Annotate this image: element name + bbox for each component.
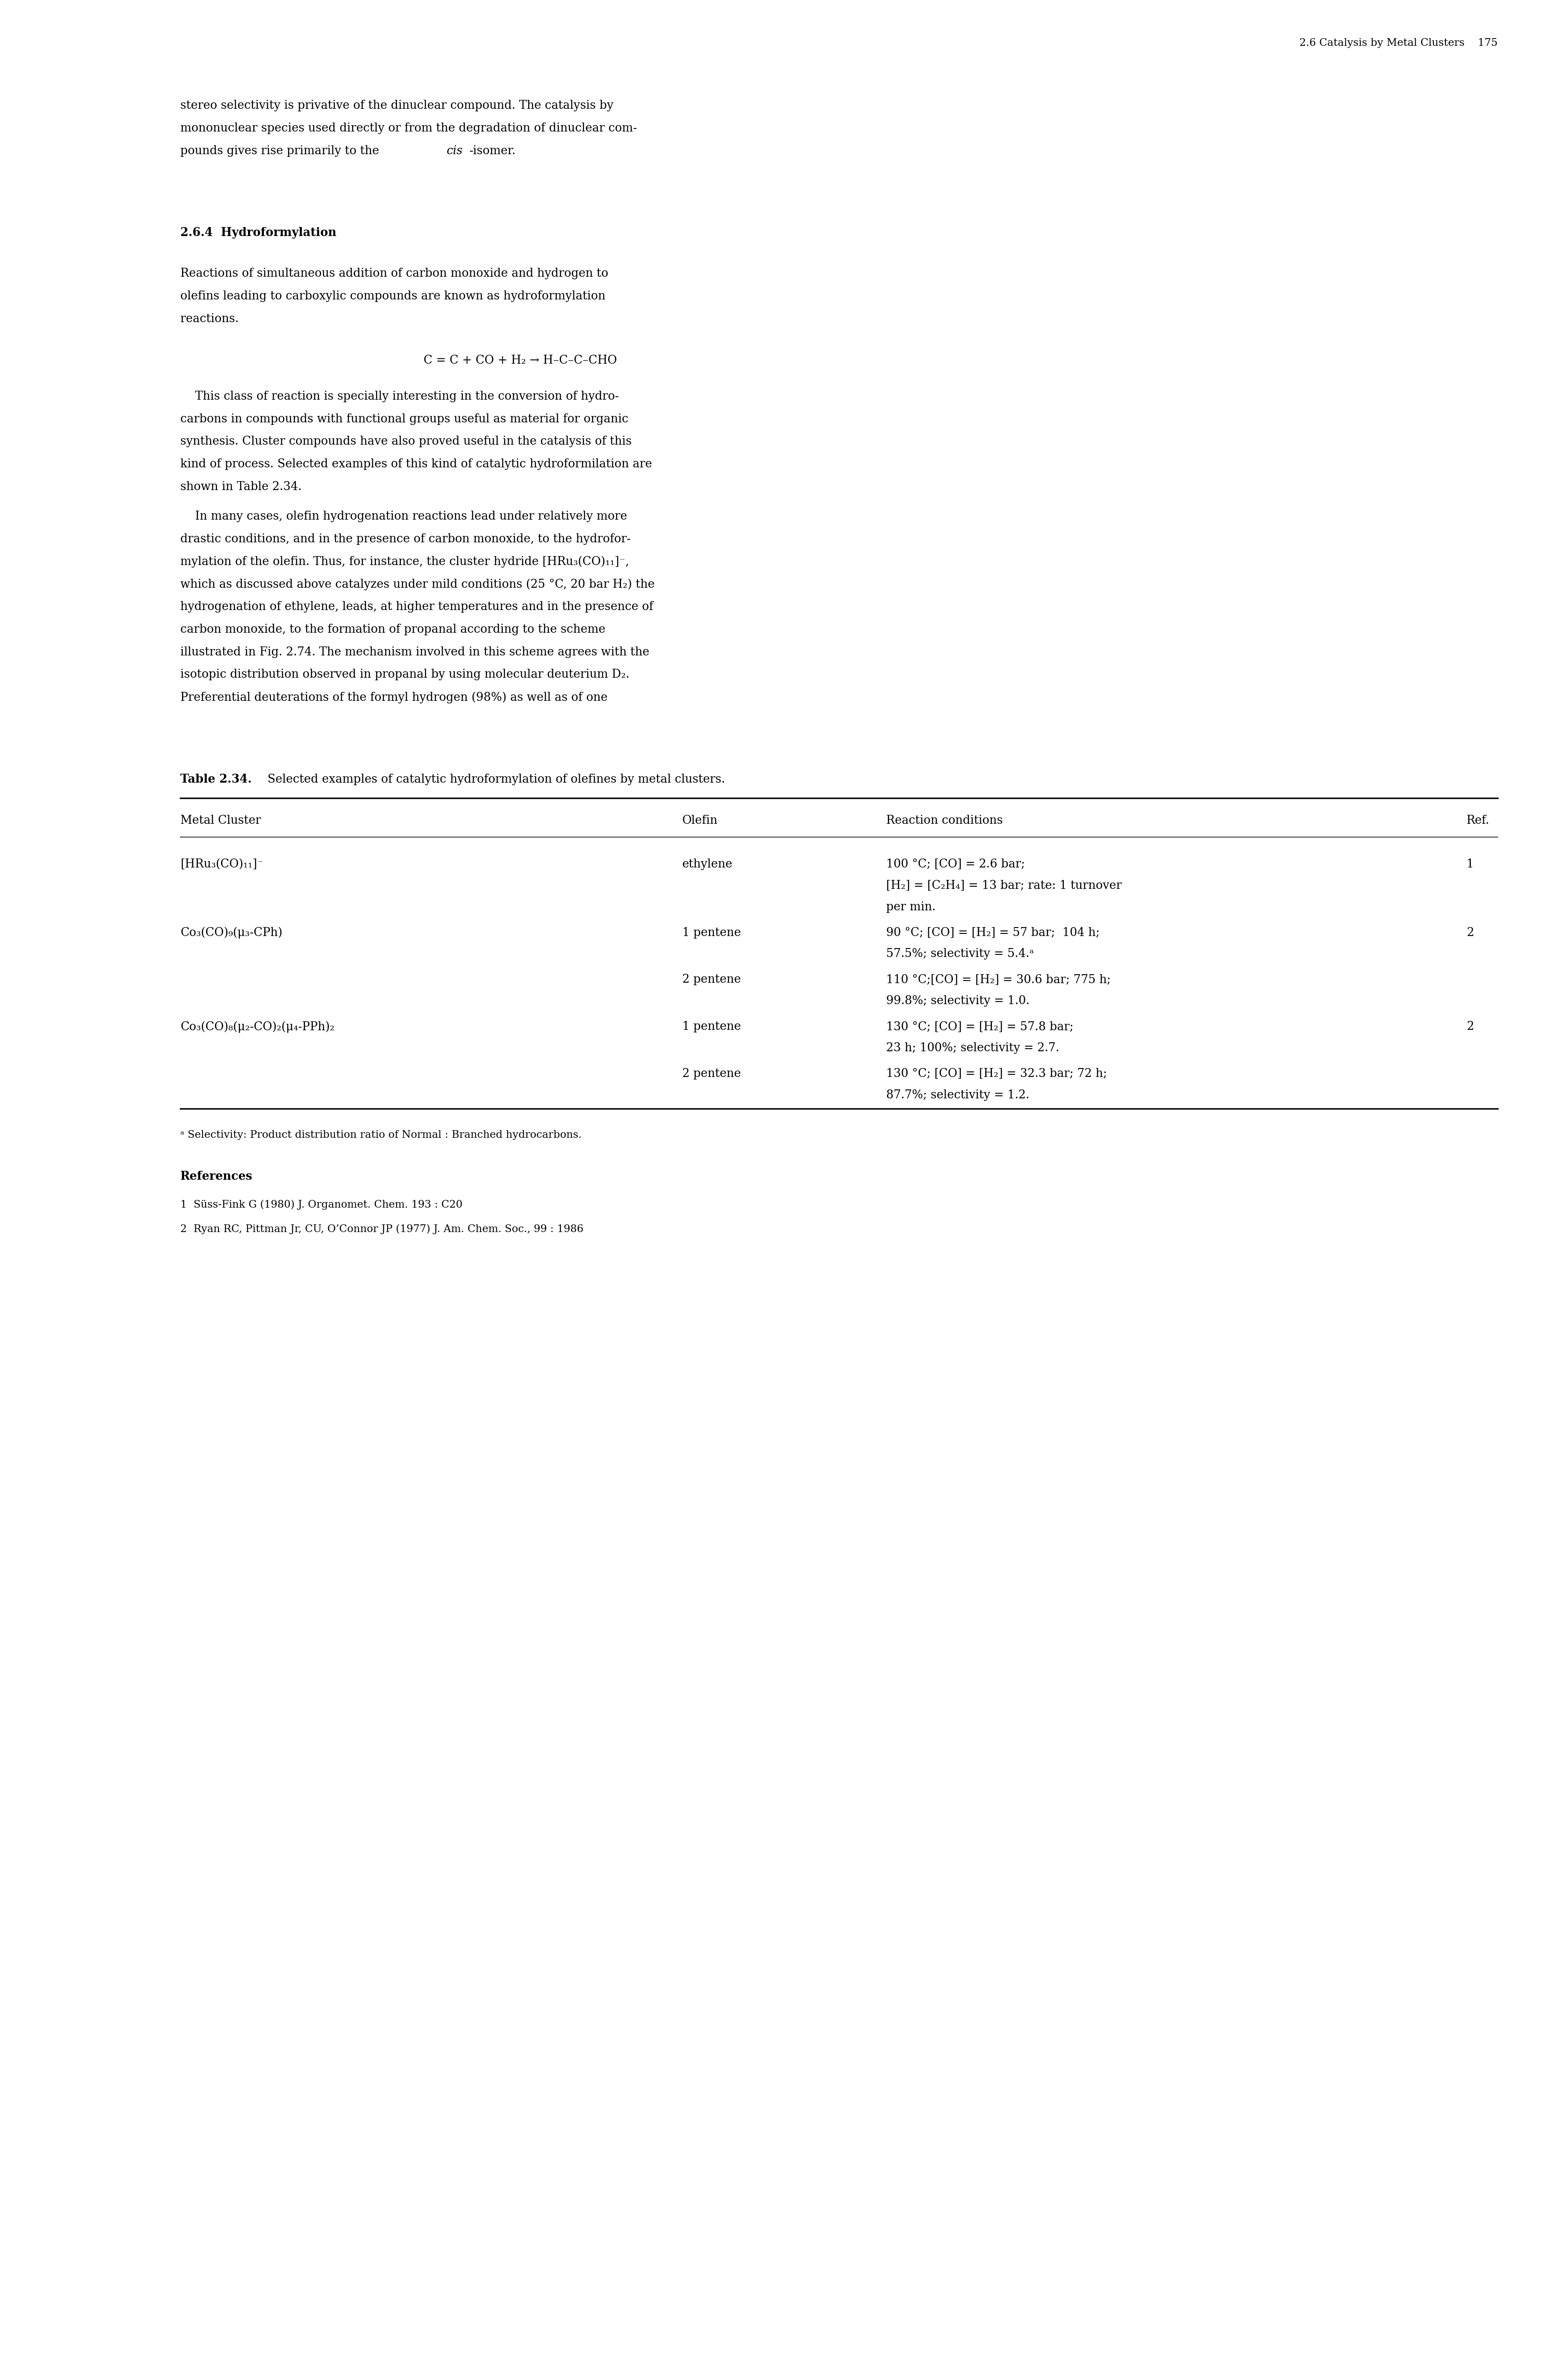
Text: which as discussed above catalyzes under mild conditions (25 °C, 20 bar H₂) the: which as discussed above catalyzes under…: [180, 578, 654, 590]
Text: 1: 1: [1466, 858, 1474, 870]
Text: In many cases, olefin hydrogenation reactions lead under relatively more: In many cases, olefin hydrogenation reac…: [180, 511, 627, 523]
Text: cis: cis: [447, 145, 463, 157]
Text: stereo selectivity is privative of the dinuclear compound. The catalysis by: stereo selectivity is privative of the d…: [180, 100, 613, 112]
Text: Reaction conditions: Reaction conditions: [886, 816, 1002, 825]
Text: 57.5%; selectivity = 5.4.ᵃ: 57.5%; selectivity = 5.4.ᵃ: [886, 949, 1033, 961]
Text: 2: 2: [1466, 1020, 1474, 1032]
Text: [H₂] = [C₂H₄] = 13 bar; rate: 1 turnover: [H₂] = [C₂H₄] = 13 bar; rate: 1 turnover: [886, 880, 1121, 892]
Text: ethylene: ethylene: [682, 858, 732, 870]
Text: 87.7%; selectivity = 1.2.: 87.7%; selectivity = 1.2.: [886, 1089, 1029, 1101]
Text: Selected examples of catalytic hydroformylation of olefines by metal clusters.: Selected examples of catalytic hydroform…: [263, 773, 724, 785]
Text: carbon monoxide, to the formation of propanal according to the scheme: carbon monoxide, to the formation of pro…: [180, 623, 605, 635]
Text: kind of process. Selected examples of this kind of catalytic hydroformilation ar: kind of process. Selected examples of th…: [180, 459, 652, 471]
Text: 100 °C; [CO] = 2.6 bar;: 100 °C; [CO] = 2.6 bar;: [886, 858, 1024, 870]
Text: isotopic distribution observed in propanal by using molecular deuterium D₂.: isotopic distribution observed in propan…: [180, 668, 629, 680]
Text: 99.8%; selectivity = 1.0.: 99.8%; selectivity = 1.0.: [886, 996, 1029, 1006]
Text: 1  Süss-Fink G (1980) J. Organomet. Chem. 193 : C20: 1 Süss-Fink G (1980) J. Organomet. Chem.…: [180, 1199, 463, 1210]
Text: illustrated in Fig. 2.74. The mechanism involved in this scheme agrees with the: illustrated in Fig. 2.74. The mechanism …: [180, 647, 649, 659]
Text: 130 °C; [CO] = [H₂] = 32.3 bar; 72 h;: 130 °C; [CO] = [H₂] = 32.3 bar; 72 h;: [886, 1068, 1107, 1080]
Text: This class of reaction is specially interesting in the conversion of hydro-: This class of reaction is specially inte…: [180, 390, 619, 402]
Text: 1 pentene: 1 pentene: [682, 1020, 740, 1032]
Text: 90 °C; [CO] = [H₂] = 57 bar;  104 h;: 90 °C; [CO] = [H₂] = 57 bar; 104 h;: [886, 927, 1099, 939]
Text: hydrogenation of ethylene, leads, at higher temperatures and in the presence of: hydrogenation of ethylene, leads, at hig…: [180, 602, 654, 614]
Text: drastic conditions, and in the presence of carbon monoxide, to the hydrofor-: drastic conditions, and in the presence …: [180, 533, 630, 545]
Text: C = C + CO + H₂ → H–C–C–CHO: C = C + CO + H₂ → H–C–C–CHO: [423, 354, 616, 366]
Text: 2 pentene: 2 pentene: [682, 975, 740, 984]
Text: olefins leading to carboxylic compounds are known as hydroformylation: olefins leading to carboxylic compounds …: [180, 290, 605, 302]
Text: 2  Ryan RC, Pittman Jr, CU, O’Connor JP (1977) J. Am. Chem. Soc., 99 : 1986: 2 Ryan RC, Pittman Jr, CU, O’Connor JP (…: [180, 1225, 583, 1234]
Text: 110 °C;[CO] = [H₂] = 30.6 bar; 775 h;: 110 °C;[CO] = [H₂] = 30.6 bar; 775 h;: [886, 975, 1110, 984]
Text: Preferential deuterations of the formyl hydrogen (98%) as well as of one: Preferential deuterations of the formyl …: [180, 692, 607, 704]
Text: 2.6.4  Hydroformylation: 2.6.4 Hydroformylation: [180, 228, 337, 238]
Text: pounds gives rise primarily to the: pounds gives rise primarily to the: [180, 145, 383, 157]
Text: ᵃ Selectivity: Product distribution ratio of Normal : Branched hydrocarbons.: ᵃ Selectivity: Product distribution rati…: [180, 1130, 582, 1139]
Text: 2: 2: [1466, 927, 1474, 939]
Text: Co₃(CO)₉(μ₃-CPh): Co₃(CO)₉(μ₃-CPh): [180, 927, 282, 939]
Text: Reactions of simultaneous addition of carbon monoxide and hydrogen to: Reactions of simultaneous addition of ca…: [180, 269, 608, 278]
Text: mylation of the olefin. Thus, for instance, the cluster hydride [HRu₃(CO)₁₁]⁻,: mylation of the olefin. Thus, for instan…: [180, 556, 629, 568]
Text: carbons in compounds with functional groups useful as material for organic: carbons in compounds with functional gro…: [180, 414, 629, 426]
Text: 23 h; 100%; selectivity = 2.7.: 23 h; 100%; selectivity = 2.7.: [886, 1042, 1058, 1053]
Text: 1 pentene: 1 pentene: [682, 927, 740, 939]
Text: mononuclear species used directly or from the degradation of dinuclear com-: mononuclear species used directly or fro…: [180, 124, 637, 133]
Text: References: References: [180, 1170, 252, 1182]
Text: 2 pentene: 2 pentene: [682, 1068, 740, 1080]
Text: Co₃(CO)₈(μ₂-CO)₂(μ₄-PPh)₂: Co₃(CO)₈(μ₂-CO)₂(μ₄-PPh)₂: [180, 1020, 334, 1032]
Text: -isomer.: -isomer.: [469, 145, 516, 157]
Text: shown in Table 2.34.: shown in Table 2.34.: [180, 480, 301, 492]
Text: Metal Cluster: Metal Cluster: [180, 816, 260, 825]
Text: Table 2.34.: Table 2.34.: [180, 773, 252, 785]
Text: reactions.: reactions.: [180, 314, 238, 323]
Text: [HRu₃(CO)₁₁]⁻: [HRu₃(CO)₁₁]⁻: [180, 858, 263, 870]
Text: Ref.: Ref.: [1466, 816, 1490, 825]
Text: per min.: per min.: [886, 901, 936, 913]
Text: synthesis. Cluster compounds have also proved useful in the catalysis of this: synthesis. Cluster compounds have also p…: [180, 435, 632, 447]
Text: 2.6 Catalysis by Metal Clusters    175: 2.6 Catalysis by Metal Clusters 175: [1300, 38, 1497, 48]
Text: Olefin: Olefin: [682, 816, 718, 825]
Text: 130 °C; [CO] = [H₂] = 57.8 bar;: 130 °C; [CO] = [H₂] = 57.8 bar;: [886, 1020, 1073, 1032]
